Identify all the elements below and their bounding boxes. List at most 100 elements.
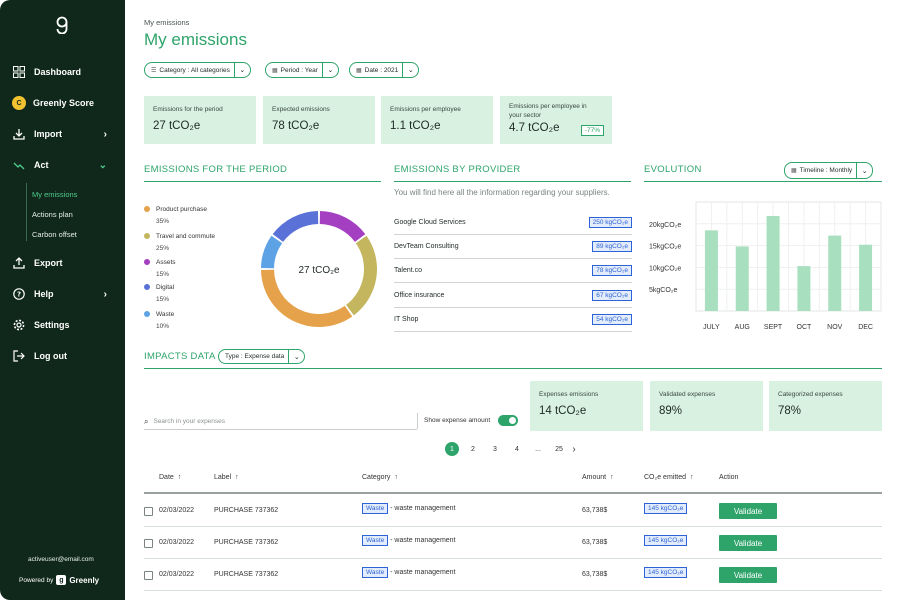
table-row: 02/03/2022 PURCHASE 737362 Waste - waste… (144, 559, 882, 591)
main-content: My emissions My emissions ☰ Category : A… (125, 0, 900, 600)
bar-nov[interactable] (828, 235, 842, 311)
kpi-value: 78% (778, 405, 802, 417)
nav-label: Greenly Score (33, 98, 95, 108)
row-label: PURCHASE 737362 (214, 571, 279, 578)
divider (144, 181, 381, 182)
validate-button[interactable]: Validate (719, 567, 777, 583)
category-tag[interactable]: Waste (362, 535, 389, 546)
nav-export[interactable]: Export (12, 253, 117, 273)
provider-co2-tag: 89 kgCO₂e (592, 241, 632, 252)
row-checkbox[interactable] (144, 571, 153, 580)
column-header-category[interactable]: Category ↑ (362, 474, 398, 481)
donut-segment-assets[interactable] (319, 211, 366, 242)
period-filter-label: Period : Year (280, 66, 318, 74)
timeline-label: Timeline : Monthly (799, 167, 853, 174)
timeline-filter[interactable]: ▦ Timeline : Monthly ⌄ (784, 162, 874, 179)
chevron-right-icon: › (103, 288, 107, 300)
row-amount: 63,738$ (582, 571, 608, 578)
period-filter[interactable]: ▦ Period : Year ⌄ (265, 62, 339, 78)
bar-oct[interactable] (797, 266, 811, 311)
co2-tag: 145 kgCO₂e (644, 535, 688, 546)
bar-july[interactable] (704, 230, 718, 311)
category-tag[interactable]: Waste (362, 503, 389, 514)
column-header-label[interactable]: Label ↑ (214, 474, 239, 481)
kpi-value: 4.7 tCO₂e (509, 122, 560, 134)
brand-name: Greenly (69, 575, 100, 585)
row-date: 02/03/2022 (159, 571, 195, 578)
kpi-label: Categorized expenses (778, 391, 843, 398)
donut-segment-travel-and-commute[interactable] (346, 235, 377, 316)
nav-settings[interactable]: Settings (12, 315, 117, 335)
calendar-icon: ▦ (272, 67, 278, 74)
kpi-categorized-expenses: Categorized expenses 78% (769, 381, 882, 431)
divider (644, 181, 882, 182)
provider-row[interactable]: Office insurance 67 kgCO₂e (394, 284, 632, 308)
provider-row[interactable]: IT Shop 54 kgCO₂e (394, 308, 632, 332)
validate-button[interactable]: Validate (719, 503, 777, 519)
nav-label: Dashboard (34, 67, 82, 77)
subnav-carbon-offset[interactable]: Carbon offset (32, 230, 77, 239)
category-filter[interactable]: ☰ Category : All categories ⌄ (144, 62, 251, 78)
nav-act[interactable]: Act ⌄ (12, 155, 117, 175)
page-button[interactable]: 3 (493, 445, 497, 453)
chevron-right-icon: › (103, 128, 107, 140)
nav-dashboard[interactable]: Dashboard (12, 62, 117, 82)
toggle-label: Show expense amount (424, 417, 491, 424)
sort-arrow-icon: ↑ (690, 474, 694, 481)
chevron-right-icon[interactable]: › (572, 443, 576, 455)
donut-segment-digital[interactable] (272, 211, 319, 242)
expense-search[interactable]: ⌕ Search in your expenses (144, 414, 417, 430)
provider-row[interactable]: Google Cloud Services 250 kgCO₂e (394, 211, 632, 235)
column-header-amount[interactable]: Amount ↑ (582, 474, 614, 481)
score-badge: C (12, 96, 26, 110)
bar-dec[interactable] (859, 244, 873, 311)
x-tick-label: OCT (797, 324, 813, 331)
y-tick-label: 10kgCO₂e (649, 265, 681, 272)
page-button[interactable]: 1 (445, 442, 459, 456)
legend-dot (144, 206, 150, 213)
section-title-provider: EMISSIONS BY PROVIDER (394, 164, 521, 175)
list-icon: ☰ (151, 67, 157, 74)
donut-segment-waste[interactable] (261, 235, 283, 269)
breadcrumb[interactable]: My emissions (144, 18, 190, 27)
page-button[interactable]: 4 (515, 445, 519, 453)
greenly-logo-icon[interactable] (55, 16, 69, 34)
category-filter-label: Category : All categories (159, 66, 230, 74)
bar-aug[interactable] (735, 246, 749, 311)
category-tag[interactable]: Waste (362, 567, 389, 578)
column-header-co2[interactable]: CO₂e emitted ↑ (644, 474, 694, 481)
nav-import[interactable]: Import › (12, 124, 117, 144)
provider-row[interactable]: DevTeam Consulting 89 kgCO₂e (394, 235, 632, 259)
subnav-actions-plan[interactable]: Actions plan (32, 210, 73, 219)
chevron-down-icon: ⌄ (402, 63, 418, 77)
nav-logout[interactable]: Log out (12, 346, 117, 366)
provider-row[interactable]: Talent.co 78 kgCO₂e (394, 259, 632, 283)
validate-button[interactable]: Validate (719, 535, 777, 551)
sort-arrow-icon: ↑ (610, 474, 614, 481)
subnav-my-emissions[interactable]: My emissions (32, 190, 78, 199)
kpi-label: Emissions per employee (390, 106, 461, 113)
row-date: 02/03/2022 (159, 539, 195, 546)
column-header-date[interactable]: Date ↑ (159, 474, 181, 481)
nav-label: Settings (34, 320, 70, 330)
chevron-down-icon: ⌄ (98, 159, 107, 171)
legend-dot (144, 233, 150, 240)
row-checkbox[interactable] (144, 539, 153, 548)
powered-by-label: Powered by (19, 576, 54, 584)
kpi-label: Expenses emissions (539, 391, 599, 398)
bar-sept[interactable] (766, 215, 780, 311)
show-amount-toggle[interactable] (498, 415, 518, 426)
row-category: Waste - waste management (362, 567, 456, 578)
x-tick-label: AUG (735, 324, 750, 331)
category-detail: - waste management (390, 505, 456, 512)
provider-name: DevTeam Consulting (394, 243, 459, 250)
calendar-icon: ▦ (356, 67, 362, 74)
nav-help[interactable]: ? Help › (12, 284, 117, 304)
date-filter[interactable]: ▦ Date : 2021 ⌄ (349, 62, 420, 78)
page-button[interactable]: 2 (471, 445, 475, 453)
type-filter[interactable]: Type : Expense data ⌄ (218, 349, 306, 364)
nav-greenly-score[interactable]: C Greenly Score (12, 93, 117, 113)
row-checkbox[interactable] (144, 507, 153, 516)
donut-segment-product-purchase[interactable] (261, 269, 353, 327)
page-button[interactable]: 25 (555, 445, 563, 453)
